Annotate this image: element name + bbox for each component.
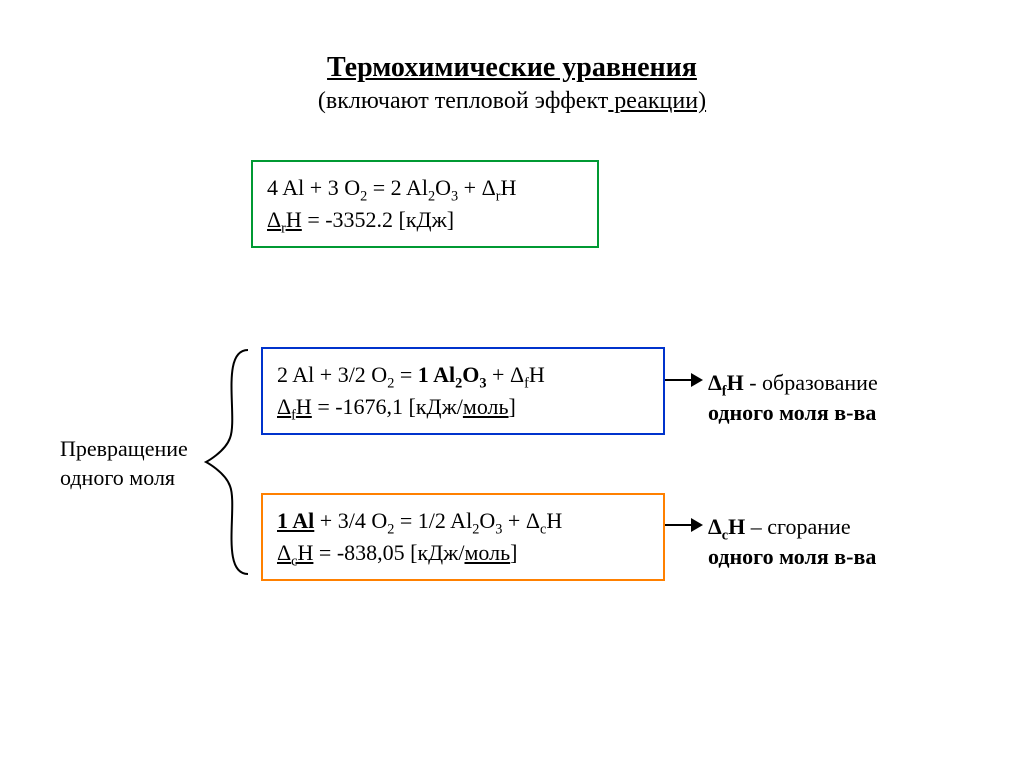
equation-box-formation: 2 Al + 3/2 O2 = 1 Al2O3 + ΔfH ΔfH = -167… <box>261 347 665 435</box>
delta-icon: Δ <box>526 508 540 533</box>
eq-green-line1: 4 Al + 3 O2 = 2 Al2O3 + ΔrH <box>267 172 583 204</box>
note-combustion-line2: одного моля в-ва <box>708 542 876 572</box>
note-combustion: ΔcH – сгорание одного моля в-ва <box>708 512 876 571</box>
delta-icon: Δ <box>510 362 524 387</box>
left-label: Превращение одного моля <box>60 435 188 492</box>
left-label-line2: одного моля <box>60 464 188 493</box>
equation-box-reaction: 4 Al + 3 O2 = 2 Al2O3 + ΔrH ΔrH = -3352.… <box>251 160 599 248</box>
subtitle-prefix: (включают тепловой эффект <box>318 88 608 114</box>
note-formation: ΔfH - образование одного моля в-ва <box>708 368 878 427</box>
note-formation-line2: одного моля в-ва <box>708 398 878 428</box>
eq-orange-line2: ΔcH = -838,05 [кДж/моль] <box>277 537 649 569</box>
delta-icon: Δ <box>482 175 496 200</box>
arrow-right-icon <box>665 370 703 390</box>
delta-icon: Δ <box>708 514 722 539</box>
note-formation-line1: ΔfH - образование <box>708 368 878 398</box>
curly-brace-icon <box>200 348 250 576</box>
delta-icon: Δ <box>277 540 291 565</box>
eq-green-line2: ΔrH = -3352.2 [кДж] <box>267 204 583 236</box>
eq-blue-line1: 2 Al + 3/2 O2 = 1 Al2O3 + ΔfH <box>277 359 649 391</box>
left-label-line1: Превращение <box>60 435 188 464</box>
subtitle-underlined: реакции) <box>608 88 706 114</box>
eq-blue-line2: ΔfH = -1676,1 [кДж/моль] <box>277 391 649 423</box>
equation-box-combustion: 1 Al + 3/4 O2 = 1/2 Al2O3 + ΔcH ΔcH = -8… <box>261 493 665 581</box>
delta-icon: Δ <box>277 394 291 419</box>
page-title: Термохимические уравнения <box>0 52 1024 84</box>
delta-icon: Δ <box>267 207 281 232</box>
note-combustion-line1: ΔcH – сгорание <box>708 512 876 542</box>
delta-icon: Δ <box>708 370 722 395</box>
arrow-right-icon <box>665 515 703 535</box>
page-subtitle: (включают тепловой эффект реакции) <box>0 88 1024 115</box>
eq-orange-line1: 1 Al + 3/4 O2 = 1/2 Al2O3 + ΔcH <box>277 505 649 537</box>
